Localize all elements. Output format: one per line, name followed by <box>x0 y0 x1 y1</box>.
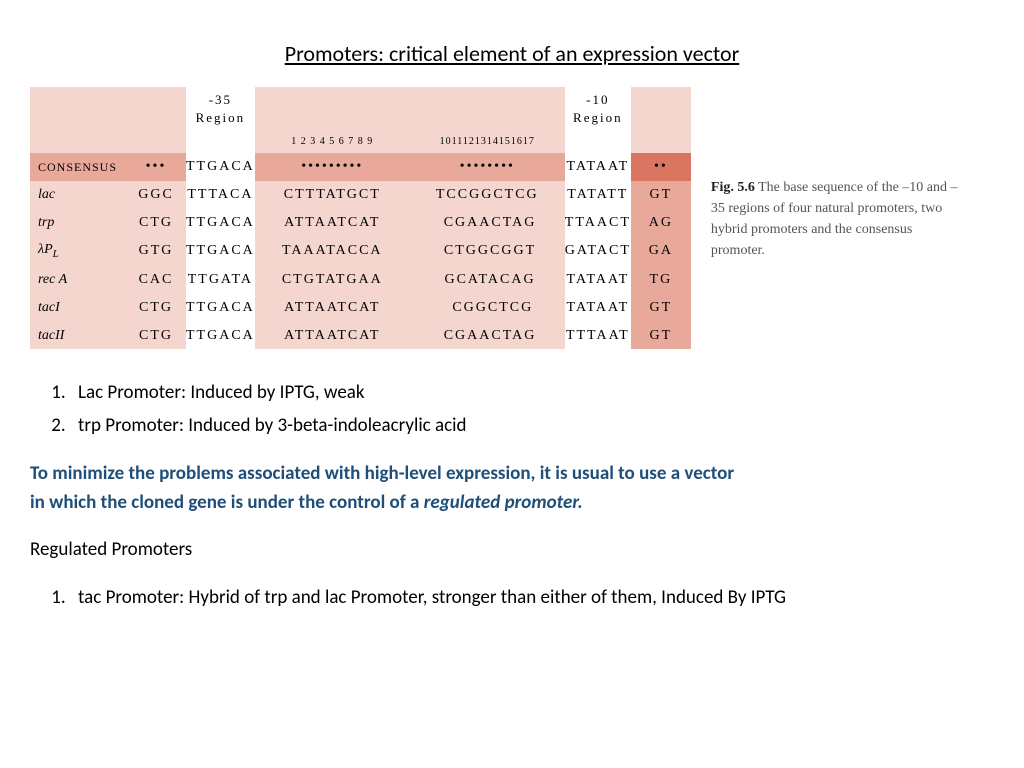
table-row: tacIICTGTTGACAATTAATCAT CGAACTAGTTTAATGT <box>30 322 691 350</box>
sequence-table: -35 Region -10 Region 1 2 3 4 5 6 7 8 9 … <box>30 87 691 349</box>
figure-caption: Fig. 5.6 The base sequence of the –10 an… <box>711 87 961 261</box>
region-35-label: -35 Region <box>186 87 255 131</box>
body-text: Lac Promoter: Induced by IPTG, weak trp … <box>30 379 994 612</box>
caption-label: Fig. 5.6 <box>711 180 755 195</box>
consensus-row: CONSENSUS ••• TTGACA ••••••••• •••••••• … <box>30 153 691 181</box>
table-row: λPLGTGTTGACATAAATACCA CTGGCGGTGATACTGA <box>30 236 691 266</box>
list-item: tac Promoter: Hybrid of trp and lac Prom… <box>70 584 994 613</box>
header-row: -35 Region -10 Region <box>30 87 691 131</box>
promoter-list-2: tac Promoter: Hybrid of trp and lac Prom… <box>30 584 994 613</box>
table-row: tacICTGTTGACAATTAATCAT CGGCTCGTATAATGT <box>30 294 691 322</box>
region-10-label: -10 Region <box>565 87 631 131</box>
list-item: Lac Promoter: Induced by IPTG, weak <box>70 379 994 408</box>
table-row: rec ACACTTGATACTGTATGAA GCATACAGTATAATTG <box>30 266 691 294</box>
top-section: -35 Region -10 Region 1 2 3 4 5 6 7 8 9 … <box>30 87 994 349</box>
list-item: trp Promoter: Induced by 3-beta-indoleac… <box>70 412 994 441</box>
number-row: 1 2 3 4 5 6 7 8 9 1011121314151617 <box>30 131 691 153</box>
table-row: trpCTGTTGACAATTAATCAT CGAACTAGTTAACTAG <box>30 209 691 237</box>
page-title: Promoters: critical element of an expres… <box>30 40 994 67</box>
highlight-text: To minimize the problems associated with… <box>30 460 994 517</box>
promoter-list-1: Lac Promoter: Induced by IPTG, weak trp … <box>30 379 994 440</box>
table-row: lacGGCTTTACACTTTATGCTTCCGGCTCGTATATTGT <box>30 181 691 209</box>
regulated-label: Regulated Promoters <box>30 536 994 565</box>
